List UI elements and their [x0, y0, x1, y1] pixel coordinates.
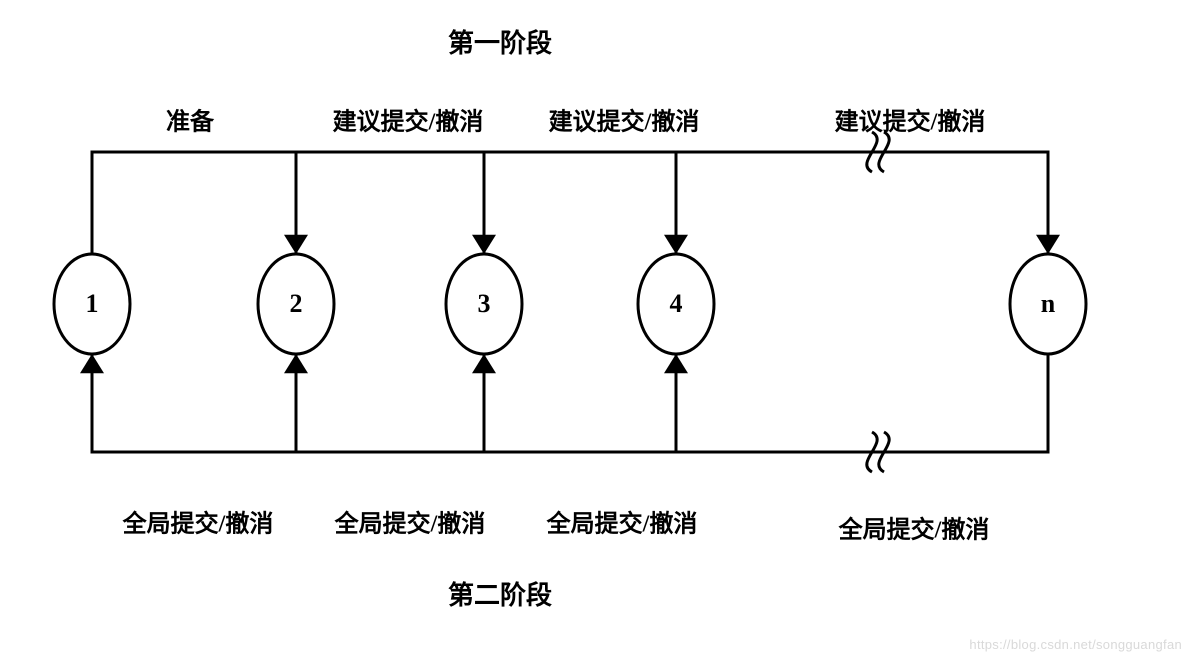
top-link-0 — [92, 152, 296, 254]
arrow-head — [472, 354, 496, 373]
top-link-1 — [296, 152, 484, 254]
top-link-label-1: 建议提交/撤消 — [333, 108, 484, 136]
bottom-link-3 — [676, 354, 1048, 452]
arrow-head — [664, 354, 688, 373]
node-label-2: 2 — [290, 289, 303, 318]
phase-2-label: 第二阶段 — [448, 580, 552, 610]
bottom-link-label-3: 全局提交/撤消 — [838, 516, 990, 544]
two-phase-commit-diagram: 第一阶段第二阶段准备建议提交/撤消建议提交/撤消建议提交/撤消全局提交/撤消全局… — [0, 0, 1190, 658]
bottom-link-label-1: 全局提交/撤消 — [334, 510, 486, 538]
bottom-link-0 — [92, 354, 296, 452]
top-link-2 — [484, 152, 676, 254]
top-link-label-0: 准备 — [166, 108, 215, 136]
top-link-label-2: 建议提交/撤消 — [549, 108, 700, 136]
phase-1-label: 第一阶段 — [448, 28, 552, 58]
node-label-1: 1 — [86, 289, 99, 318]
node-label-3: 3 — [478, 289, 491, 318]
node-label-n: n — [1041, 289, 1056, 318]
bottom-link-2 — [484, 354, 676, 452]
top-link-label-3: 建议提交/撤消 — [835, 108, 986, 136]
bottom-link-label-2: 全局提交/撤消 — [546, 510, 698, 538]
arrow-head — [80, 354, 104, 373]
top-link-3 — [676, 152, 1048, 254]
watermark: https://blog.csdn.net/songguangfan — [969, 637, 1182, 652]
bottom-link-1 — [296, 354, 484, 452]
bottom-link-label-0: 全局提交/撤消 — [122, 510, 274, 538]
node-label-4: 4 — [670, 289, 683, 318]
arrow-head — [1036, 235, 1060, 254]
arrow-head — [284, 354, 308, 373]
